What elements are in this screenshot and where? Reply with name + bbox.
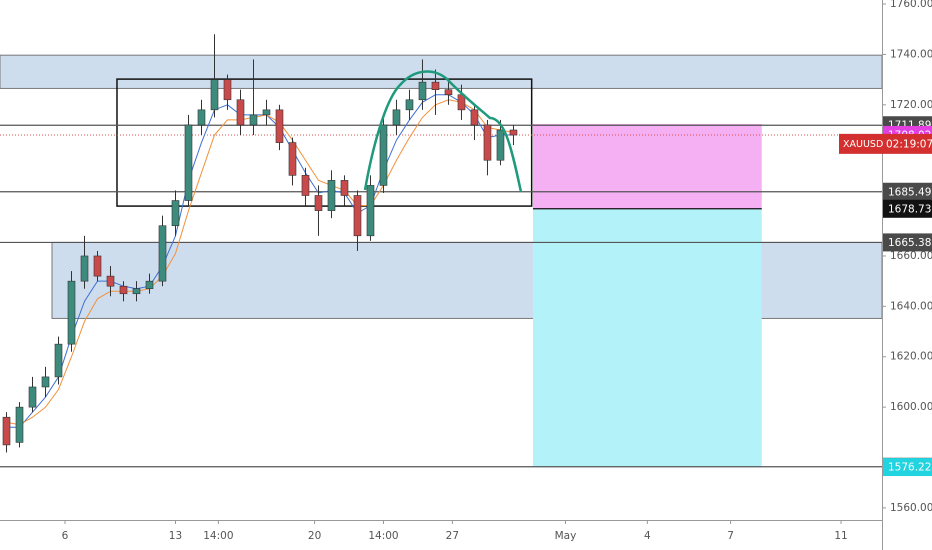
range-box — [116, 78, 533, 207]
y-tick-label: 1640.00 — [890, 300, 932, 312]
x-tick-label: 27 — [446, 530, 459, 542]
candle-body — [41, 376, 50, 388]
candle-body — [509, 129, 518, 136]
symbol-tag — [839, 133, 932, 154]
x-tick-label: 11 — [834, 530, 847, 542]
symbol-label: XAUUSD — [843, 139, 883, 150]
x-tick-label: 13 — [169, 530, 182, 542]
price-tag — [883, 182, 932, 201]
x-tick-label: 20 — [308, 530, 321, 542]
candle-body — [392, 109, 401, 126]
candle-body — [249, 114, 258, 126]
candle-body — [223, 79, 232, 101]
candle-body — [418, 81, 427, 101]
stop-zone — [532, 123, 762, 209]
candle-body — [301, 175, 310, 196]
axes: 1760.00 1740.00 1720.00 1660.00 1640.00 1620.… — [62, 0, 932, 542]
candle-body — [366, 185, 375, 237]
price-tag — [883, 233, 932, 252]
price-tag — [883, 199, 932, 218]
price-tag-label: 1685.49 — [888, 186, 931, 198]
candle-body — [236, 99, 245, 126]
candle-body — [405, 99, 414, 111]
candle-body — [119, 285, 128, 295]
candle-body — [80, 255, 89, 282]
candle-body — [483, 124, 492, 161]
candle-body — [158, 225, 167, 282]
candle-body — [470, 109, 479, 126]
countdown-label: 02:19:07 — [886, 138, 932, 150]
moving-average — [6, 99, 514, 426]
x-tick-label: 7 — [727, 530, 734, 542]
y-tick-label: 1660.00 — [890, 250, 932, 262]
x-tick-label: 4 — [644, 530, 651, 542]
candle-body — [106, 275, 115, 287]
y-tick-label: 1720.00 — [890, 99, 932, 111]
target-zone — [532, 208, 762, 468]
candle-body — [54, 343, 63, 378]
candle-body — [2, 416, 11, 446]
candle-body — [379, 124, 388, 186]
moving-average — [6, 94, 514, 428]
candle-body — [288, 142, 297, 176]
price-tag-label: 1678.73 — [888, 203, 931, 215]
price-tag-label: 1576.22 — [888, 462, 931, 474]
candle-body — [496, 129, 505, 161]
cup-pattern-drawing — [363, 70, 523, 193]
candle-body — [15, 406, 24, 443]
candle-body — [28, 386, 37, 408]
candle-body — [262, 109, 271, 116]
y-tick-label: 1560.00 — [890, 502, 932, 514]
x-tick-label: 14:00 — [203, 530, 233, 542]
y-tick-label: 1600.00 — [890, 401, 932, 413]
price-tag — [883, 458, 932, 477]
candle-body — [184, 124, 193, 201]
candle-body — [197, 109, 206, 126]
candle-body — [132, 288, 141, 295]
candle-body — [340, 180, 349, 196]
y-tick-label: 1760.00 — [890, 0, 932, 10]
zone — [0, 54, 883, 89]
x-tick-label: May — [555, 530, 577, 542]
candle-body — [327, 180, 336, 211]
y-tick-label: 1740.00 — [890, 48, 932, 60]
candle-body — [67, 280, 76, 345]
x-tick-label: 14:00 — [368, 530, 398, 542]
candle-body — [314, 195, 323, 211]
candle-body — [93, 255, 102, 277]
plot — [0, 34, 883, 468]
candle-body — [444, 89, 453, 96]
y-tick-label: 1620.00 — [890, 351, 932, 363]
candle-body — [210, 79, 219, 111]
price-tag-label: 1665.38 — [888, 237, 931, 249]
x-tick-label: 6 — [62, 530, 69, 542]
candle-body — [431, 81, 440, 90]
candle-body — [171, 200, 180, 227]
candle-body — [353, 195, 362, 237]
candle-body — [145, 280, 154, 290]
candle-body — [275, 109, 284, 143]
